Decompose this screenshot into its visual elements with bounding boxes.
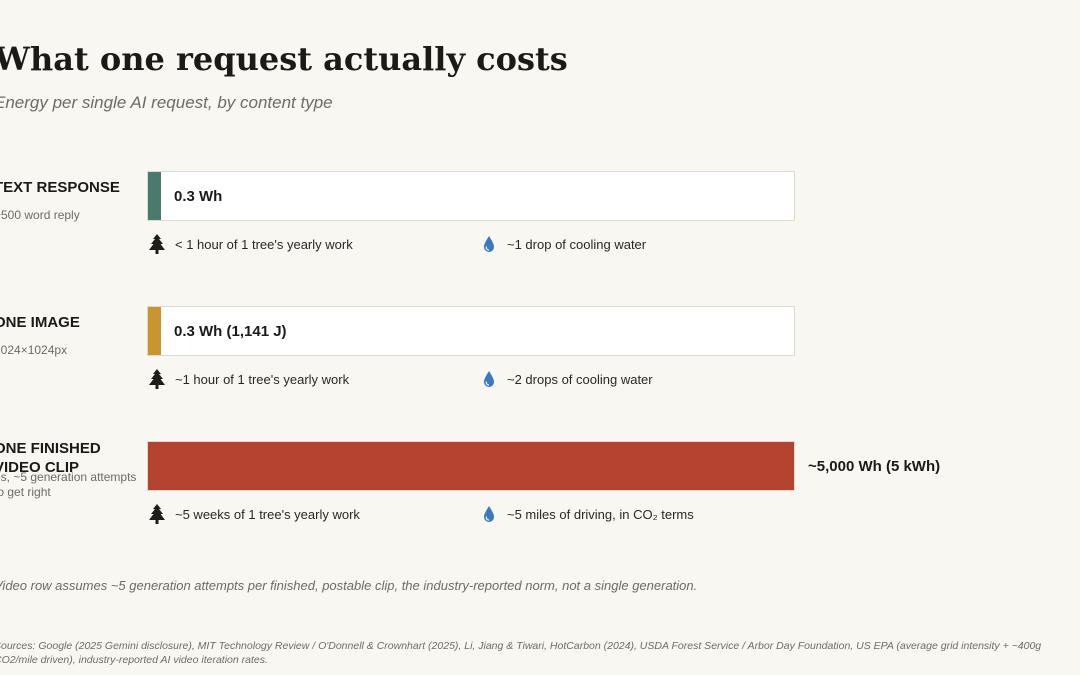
- water-drop-icon: [480, 234, 498, 254]
- value-label-video-clip: ~5,000 Wh (5 kWh): [808, 458, 941, 475]
- row-sublabel-one-image: 1024×1024px: [0, 343, 68, 357]
- value-label-one-image: 0.3 Wh (1,141 J): [174, 323, 287, 340]
- equivalent-text: ~5 miles of driving, in CO₂ terms: [507, 506, 694, 522]
- value-label-text-response: 0.3 Wh: [174, 188, 223, 205]
- row-sublabel-text-response: ~500 word reply: [0, 208, 80, 222]
- equivalent-text: ~5 weeks of 1 tree's yearly work: [175, 506, 360, 522]
- tree-icon: [148, 234, 166, 254]
- water-drop-icon: [480, 504, 498, 524]
- sources-note: Sources: Google (2025 Gemini disclosure)…: [0, 640, 1042, 666]
- row-label-one-image: ONE IMAGE: [0, 314, 80, 331]
- chart-subtitle: Energy per single AI request, by content…: [0, 93, 333, 112]
- bar-text-response: [148, 172, 161, 220]
- equivalent-water-text-response: ~1 drop of cooling water: [480, 234, 646, 254]
- equivalent-tree-text-response: < 1 hour of 1 tree's yearly work: [148, 234, 353, 254]
- equivalent-tree-video-clip: ~5 weeks of 1 tree's yearly work: [148, 504, 360, 524]
- bar-track-one-image: [147, 306, 795, 356]
- row-label-video-clip: ONE FINISHED VIDEO CLIP: [0, 440, 101, 476]
- water-drop-icon: [480, 369, 498, 389]
- row-sublabel-video-clip: 5s, ~5 generation attempts to get right: [0, 470, 137, 499]
- bar-track-video-clip: [147, 441, 795, 491]
- bar-video-clip: [148, 442, 794, 490]
- chart-title: What one request actually costs: [0, 40, 568, 78]
- footnote: Video row assumes ~5 generation attempts…: [0, 578, 698, 593]
- equivalent-text: < 1 hour of 1 tree's yearly work: [175, 236, 353, 252]
- equivalent-water-video-clip: ~5 miles of driving, in CO₂ terms: [480, 504, 694, 524]
- tree-icon: [148, 369, 166, 389]
- equivalent-water-one-image: ~2 drops of cooling water: [480, 369, 653, 389]
- equivalent-text: ~1 hour of 1 tree's yearly work: [175, 371, 350, 387]
- equivalent-tree-one-image: ~1 hour of 1 tree's yearly work: [148, 369, 349, 389]
- row-label-text-response: TEXT RESPONSE: [0, 179, 120, 196]
- tree-icon: [148, 504, 166, 524]
- equivalent-text: ~2 drops of cooling water: [507, 371, 653, 387]
- bar-track-text-response: [147, 171, 795, 221]
- equivalent-text: ~1 drop of cooling water: [507, 236, 647, 252]
- bar-one-image: [148, 307, 161, 355]
